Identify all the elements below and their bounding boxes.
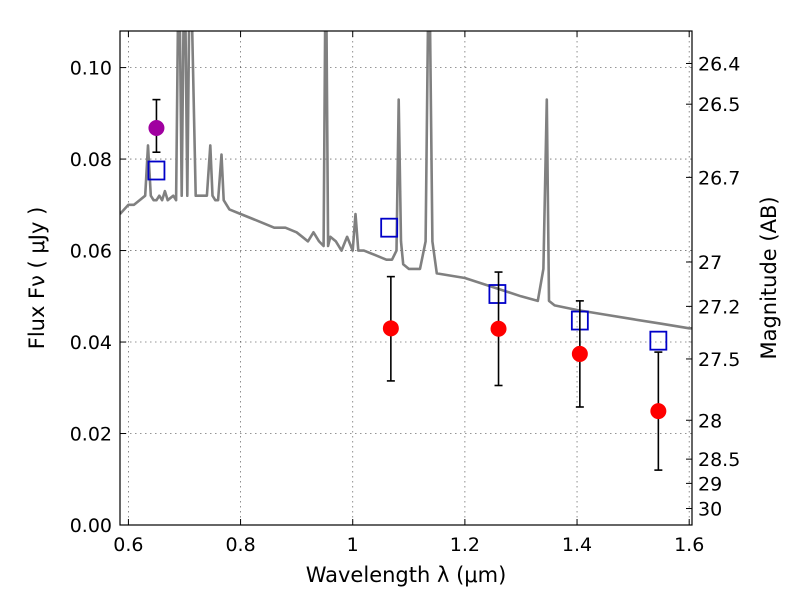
y-tick-label: 0.06 bbox=[70, 241, 112, 263]
x-axis-label: Wavelength λ (μm) bbox=[306, 563, 507, 587]
plot-frame bbox=[119, 30, 693, 526]
model-photometry-square bbox=[488, 284, 507, 304]
markers bbox=[147, 98, 668, 471]
y-tick-label: 0.08 bbox=[70, 149, 112, 171]
model-photometry-square bbox=[380, 217, 399, 238]
observed-point bbox=[571, 345, 588, 362]
y-right-tick-label: 27.5 bbox=[698, 349, 740, 371]
plot-area bbox=[120, 31, 692, 330]
y-tick-label: 0.00 bbox=[70, 515, 112, 537]
y-right-tick-label: 26.4 bbox=[698, 53, 740, 75]
y-right-axis-label: Magnitude (AB) bbox=[757, 196, 781, 359]
grid-lines bbox=[120, 31, 692, 525]
observed-point bbox=[148, 119, 165, 136]
axis-ticks: 0.6 0.8 1 1.2 1.4 1.6 0.00 0.02 0.04 0.06 0.08 0.10… bbox=[70, 31, 740, 556]
y-right-tick-label: 29 bbox=[698, 473, 722, 495]
x-tick-label: 1 bbox=[347, 534, 359, 556]
y-right-tick-label: 26.7 bbox=[698, 167, 740, 189]
y-right-tick-label: 28.5 bbox=[698, 449, 740, 471]
y-right-tick-label: 28 bbox=[698, 410, 722, 432]
y-right-tick-label: 30 bbox=[698, 499, 722, 521]
observed-point bbox=[650, 403, 667, 420]
x-tick-label: 0.8 bbox=[225, 534, 255, 556]
y-tick-label: 0.04 bbox=[70, 332, 112, 354]
y-right-tick-label: 27.2 bbox=[698, 296, 740, 318]
y-right-tick-label: 27 bbox=[698, 252, 722, 274]
model-photometry-square bbox=[649, 330, 668, 351]
model-spectrum-line bbox=[120, 31, 692, 330]
x-tick-label: 1.6 bbox=[674, 534, 704, 556]
observed-point bbox=[490, 320, 507, 337]
y-right-tick-label: 26.5 bbox=[698, 94, 740, 116]
y-tick-label: 0.02 bbox=[70, 424, 112, 446]
x-tick-label: 1.2 bbox=[450, 534, 480, 556]
y-tick-label: 0.10 bbox=[70, 58, 112, 80]
model-photometry-square bbox=[147, 160, 166, 181]
y-axis-label: Flux Fν ( μJy ) bbox=[25, 207, 49, 350]
x-tick-label: 1.4 bbox=[562, 534, 592, 556]
observed-point bbox=[382, 320, 399, 337]
x-tick-label: 0.6 bbox=[113, 534, 143, 556]
